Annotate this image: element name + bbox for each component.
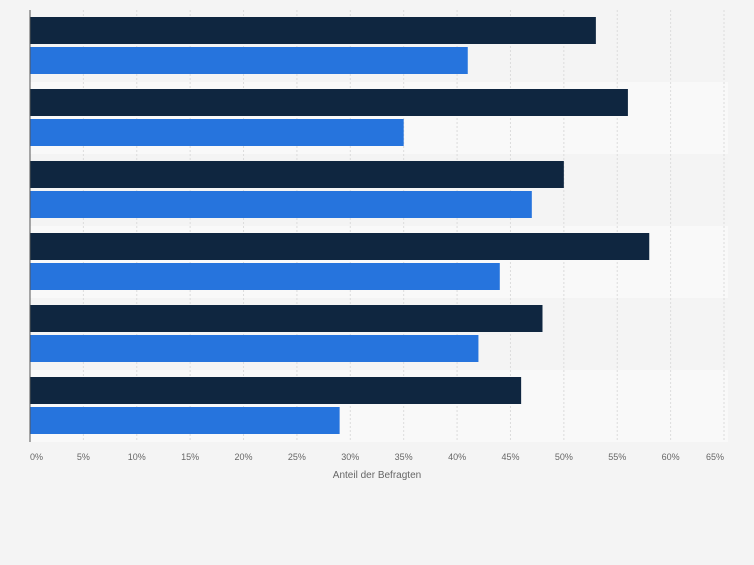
bar xyxy=(30,191,532,218)
bar xyxy=(30,119,404,146)
x-tick-label: 60% xyxy=(662,452,680,462)
x-tick-label: 20% xyxy=(235,452,253,462)
x-axis-ticks: 0% 5% 10% 15% 20% 25% 30% 35% 40% 45% 50% 55% 60% 65% xyxy=(30,452,724,462)
x-tick-label: 25% xyxy=(288,452,306,462)
x-tick-label: 35% xyxy=(395,452,413,462)
x-tick-label: 55% xyxy=(608,452,626,462)
bar xyxy=(30,335,479,362)
x-tick-label: 15% xyxy=(181,452,199,462)
x-axis-title: Anteil der Befragten xyxy=(333,470,421,481)
bar xyxy=(30,89,628,116)
x-tick-label: 30% xyxy=(341,452,359,462)
bar xyxy=(30,161,564,188)
bar xyxy=(30,17,596,44)
bar xyxy=(30,305,543,332)
x-tick-label: 50% xyxy=(555,452,573,462)
bars xyxy=(30,17,650,434)
bar xyxy=(30,263,500,290)
x-tick-label: 5% xyxy=(77,452,90,462)
bar xyxy=(30,377,522,404)
bar xyxy=(30,47,468,74)
bar xyxy=(30,233,650,260)
x-tick-label: 65% xyxy=(706,452,724,462)
bar xyxy=(30,407,340,434)
gridlines xyxy=(82,10,725,442)
x-tick-label: 0% xyxy=(30,452,43,462)
x-tick-label: 45% xyxy=(501,452,519,462)
x-tick-label: 10% xyxy=(128,452,146,462)
x-tick-label: 40% xyxy=(448,452,466,462)
